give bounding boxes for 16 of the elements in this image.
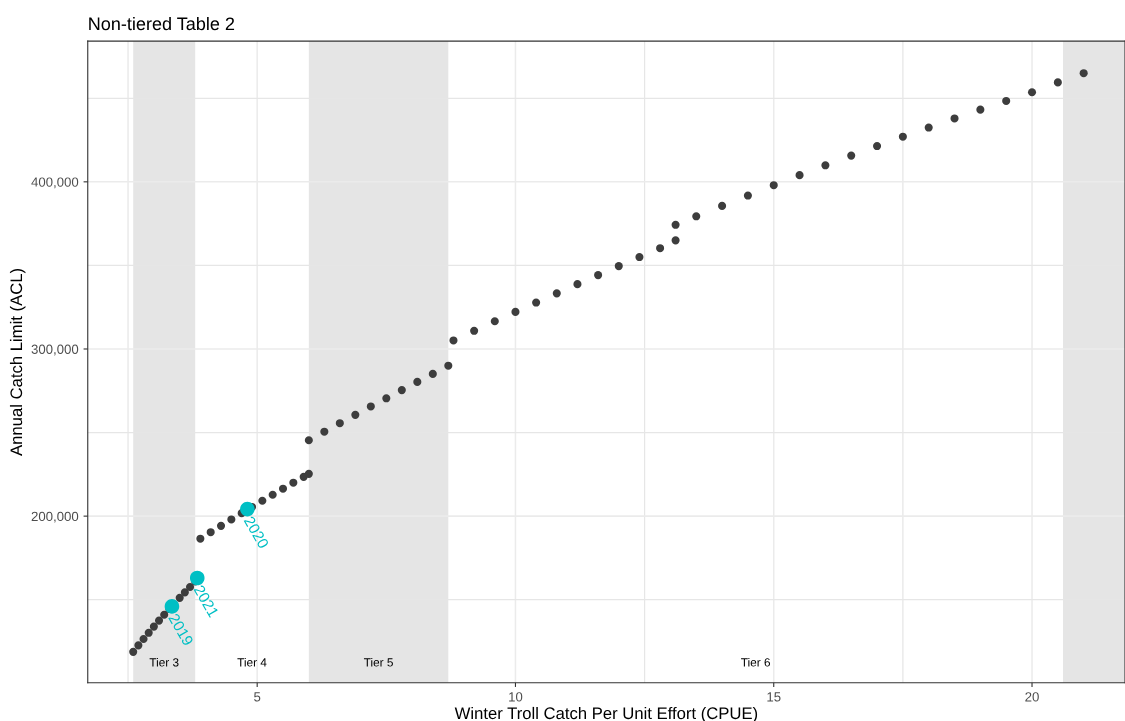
band-label: Tier 5 xyxy=(363,657,393,667)
x-tick-label: 20 xyxy=(1025,692,1039,702)
point xyxy=(189,570,205,586)
y-tick-label: 400,000 xyxy=(31,177,79,189)
chart-title: Non-tiered Table 2 xyxy=(89,16,235,31)
y-tick-label: 300,000 xyxy=(31,344,79,356)
band-label: Tier 3 xyxy=(149,657,179,667)
x-tick-label: 10 xyxy=(509,692,523,702)
point xyxy=(240,501,255,517)
y-axis-title: Annual Catch Limit (ACL) xyxy=(9,268,26,456)
annotation: Tier 4 xyxy=(237,657,267,667)
x-tick-label: 15 xyxy=(767,692,781,702)
point xyxy=(164,599,180,614)
y-tick-label: 200,000 xyxy=(31,511,79,523)
annotation: Tier 6 xyxy=(741,657,771,667)
x-tick-label: 5 xyxy=(254,692,261,702)
